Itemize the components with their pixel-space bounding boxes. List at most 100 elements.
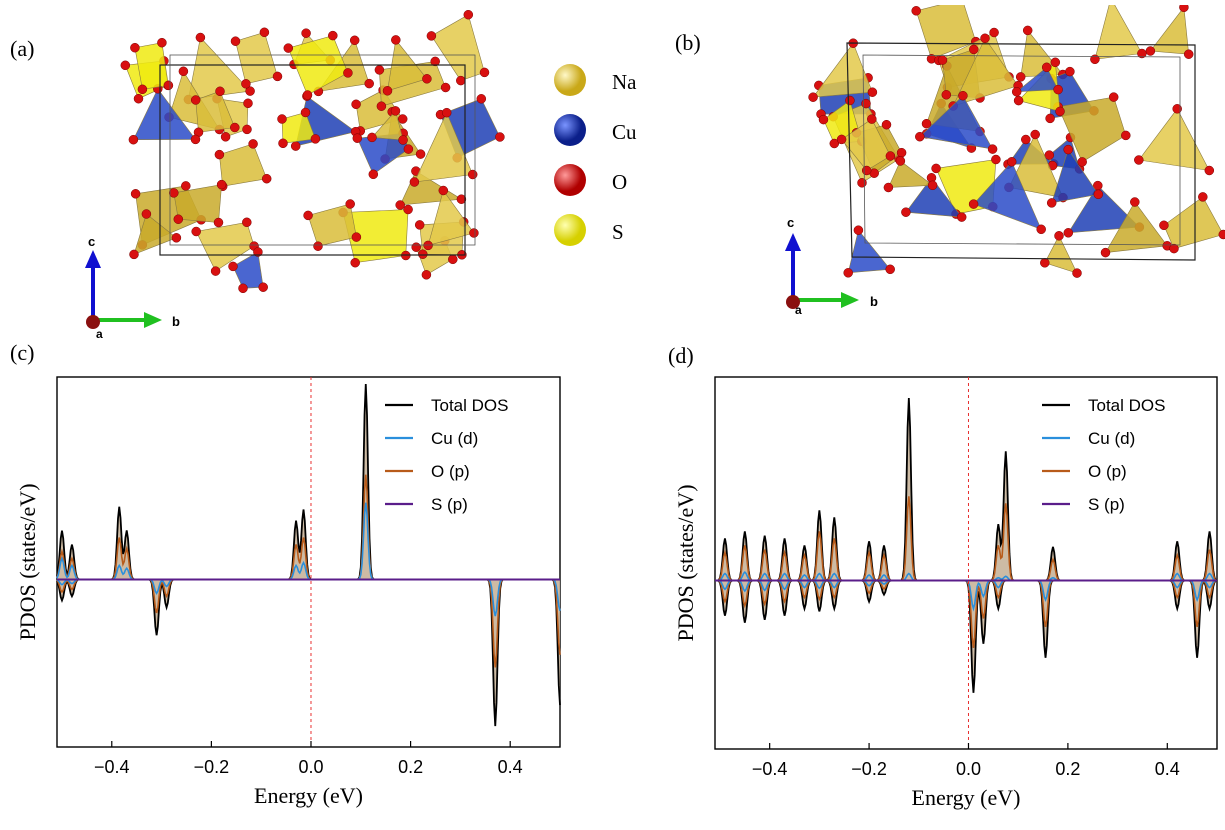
oxygen-atom (230, 36, 241, 46)
x-tick-label: 0.2 (398, 757, 423, 777)
x-axis-label: Energy (eV) (254, 783, 363, 808)
oxygen-atom (911, 6, 921, 16)
oxygen-atom (1041, 62, 1052, 73)
oxygen-atom (290, 141, 301, 151)
oxygen-atom (351, 99, 361, 110)
atom-legend-label: Na (612, 70, 637, 94)
a-axis-label: a (96, 327, 103, 340)
oxygen-atom (422, 74, 432, 84)
oxygen-atom (956, 212, 967, 222)
oxygen-atom (349, 35, 360, 46)
oxygen-atom (927, 180, 938, 191)
oxygen-atom (1045, 113, 1055, 124)
oxygen-atom (857, 178, 867, 188)
polyhedron (1104, 201, 1168, 253)
oxygen-atom (1108, 92, 1119, 102)
oxygen-atom (808, 92, 818, 102)
s-atom-icon (554, 214, 586, 246)
oxygen-atom (867, 87, 878, 97)
legend-entry: Total DOS (431, 396, 508, 415)
oxygen-atom (243, 98, 253, 109)
x-tick-label: −0.2 (194, 757, 230, 777)
polyhedron (952, 37, 1019, 107)
oxygen-atom (300, 107, 311, 118)
polyhedron (887, 160, 934, 188)
polyhedron (1051, 148, 1099, 204)
oxygen-atom (1053, 84, 1063, 95)
oxygen-atom (467, 169, 478, 180)
oxygen-atom (1090, 54, 1100, 65)
oxygen-atom (352, 133, 363, 143)
oxygen-atom (278, 138, 288, 149)
polyhedron (133, 213, 177, 255)
oxygen-atom (469, 228, 479, 238)
c-axis-label: c (787, 215, 794, 230)
oxygen-atom (1021, 134, 1031, 145)
oxygen-atom (403, 144, 414, 154)
oxygen-atom (1198, 192, 1208, 202)
legend-entry: O (p) (1088, 462, 1127, 481)
oxygen-atom (1030, 129, 1040, 140)
oxygen-atom (456, 194, 467, 204)
oxygen-atom (238, 283, 248, 294)
crystal-structure-a: c b a (85, 10, 505, 340)
oxygen-atom (398, 135, 408, 145)
oxygen-atom (395, 200, 405, 210)
unit-cell-frame (159, 64, 466, 256)
oxygen-atom (313, 241, 323, 251)
polyhedron (1020, 29, 1064, 78)
oxygen-atom (1050, 57, 1061, 68)
oxygen-atom (853, 225, 864, 235)
oxygen-atom (181, 181, 191, 191)
oxygen-atom (163, 80, 174, 91)
polyhedron (307, 203, 357, 247)
oxygen-atom (215, 86, 225, 97)
atom-legend-na: Na (550, 60, 670, 100)
oxygen-atom (438, 185, 449, 196)
x-tick-label: 0.4 (498, 757, 523, 777)
oxygen-atom (1134, 155, 1144, 165)
oxygen-atom (350, 257, 360, 268)
atom-legend: Na Cu O S (550, 60, 670, 270)
legend-entry: Total DOS (1088, 396, 1165, 415)
polyhedron (219, 143, 268, 187)
oxygen-atom (1015, 72, 1026, 82)
oxygen-atom (456, 75, 466, 86)
oxygen-atom (1179, 5, 1189, 13)
oxygen-atom (301, 28, 311, 38)
oxygen-atom (216, 179, 227, 190)
oxygen-atom (382, 86, 393, 96)
oxygen-atom (426, 31, 437, 41)
oxygen-atom (228, 261, 238, 272)
x-tick-label: 0.2 (1055, 759, 1080, 779)
oxygen-atom (1072, 268, 1082, 278)
panel-label-d: (d) (668, 343, 694, 368)
oxygen-atom (213, 217, 224, 228)
oxygen-atom (245, 86, 255, 96)
oxygen-atom (190, 95, 201, 105)
oxygen-atom (133, 93, 144, 104)
oxygen-atom (476, 94, 487, 104)
polyhedron (371, 110, 404, 141)
oxygen-atom (915, 131, 925, 142)
x-tick-label: −0.4 (94, 757, 130, 777)
oxygen-atom (130, 189, 141, 199)
oxygen-atom (367, 132, 377, 143)
oxygen-atom (195, 32, 206, 43)
pdos-chart-c: −0.4 −0.2 0.0 0.2 0.4 Energy (eV) PDOS (states… (15, 376, 561, 808)
oxygen-atom (1218, 229, 1225, 240)
polyhedron (1163, 196, 1224, 249)
oxygen-atom (130, 42, 140, 53)
legend-entry: Cu (d) (1088, 429, 1135, 448)
oxygen-atom (1055, 106, 1065, 117)
oxygen-atom (836, 134, 847, 145)
oxygen-atom (1036, 224, 1046, 235)
oxygen-atom (190, 134, 201, 145)
oxygen-atom (191, 226, 201, 237)
oxygen-atom (374, 65, 385, 75)
oxygen-atom (214, 149, 225, 160)
b-axis-arrowhead (144, 312, 162, 328)
x-tick-label: 0.4 (1155, 759, 1180, 779)
oxygen-atom (937, 55, 948, 65)
panel-label-a: (a) (10, 36, 35, 61)
